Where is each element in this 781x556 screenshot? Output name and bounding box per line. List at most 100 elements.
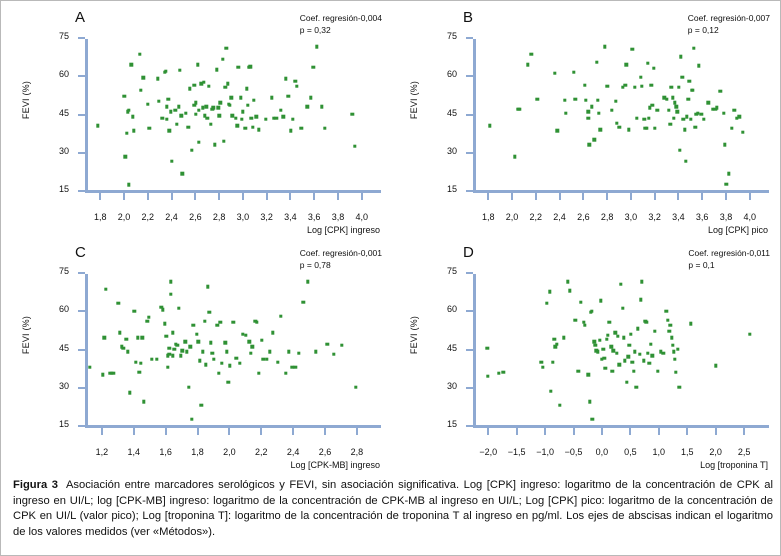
data-point	[602, 356, 607, 360]
data-point	[603, 44, 607, 49]
data-point	[145, 319, 149, 323]
data-point	[224, 46, 229, 50]
data-point	[605, 84, 609, 88]
data-point	[549, 389, 553, 394]
data-point	[193, 112, 198, 116]
data-point	[118, 330, 122, 335]
data-point	[586, 116, 590, 120]
data-point	[564, 111, 568, 115]
y-tick: 30	[447, 146, 473, 156]
x-tick-label: 2,2	[255, 447, 268, 457]
x-tick-label: 3,6	[307, 212, 321, 222]
x-tick-label: 2,0	[505, 212, 519, 222]
data-point	[621, 85, 625, 90]
data-point	[628, 332, 633, 336]
data-point	[684, 159, 688, 164]
data-point	[111, 371, 116, 376]
x-tick: 2,0	[709, 428, 722, 457]
data-point	[228, 364, 232, 368]
panel-a-x-axis-label: Log [CPK] ingreso	[306, 225, 380, 235]
x-tick-label: 2,5	[737, 447, 751, 457]
data-point	[218, 101, 223, 105]
data-point	[200, 106, 205, 110]
data-point	[647, 361, 651, 365]
data-point	[140, 336, 145, 340]
y-tick: 75	[59, 266, 85, 276]
data-point	[166, 365, 170, 369]
data-point	[209, 122, 213, 127]
data-point	[190, 148, 194, 152]
panel-a-annotation: Coef. regresión-0,004 p = 0,32	[300, 13, 382, 36]
y-tick: 60	[447, 69, 473, 79]
y-tick-label: 75	[58, 266, 69, 276]
x-tick-label: −1,5	[507, 447, 526, 457]
data-point	[711, 107, 715, 111]
data-point	[234, 356, 239, 360]
y-tick-label: 30	[446, 145, 457, 156]
panel-b-plot-area: 75 60 45 30 15 1,8 2,0 2,2 2,4 2,6 2,8 3,0 3,2 3,4 3,6…	[447, 31, 769, 222]
data-point	[167, 352, 172, 357]
data-point	[284, 371, 288, 376]
data-point	[714, 364, 718, 368]
data-point	[203, 113, 207, 118]
data-point	[137, 52, 142, 57]
x-tick-label: 2,2	[141, 212, 155, 222]
data-point	[319, 104, 324, 109]
data-point	[221, 57, 225, 62]
y-tick-label: 15	[58, 184, 69, 194]
y-tick: 15	[59, 184, 85, 194]
data-point	[586, 373, 591, 377]
data-point	[573, 318, 578, 322]
panel-b-y-axis-line	[473, 39, 476, 193]
data-point	[662, 95, 667, 100]
data-point	[649, 342, 653, 346]
x-tick: 4,0	[355, 193, 368, 222]
panel-d-y-axis-label: FEVI (%)	[409, 315, 419, 355]
y-tick-label: 75	[446, 266, 457, 276]
panel-b: B Coef. regresión-0,007 p = 0,12 FEVI (%…	[397, 3, 778, 237]
data-point	[706, 101, 711, 105]
data-point	[220, 361, 224, 365]
data-point	[116, 301, 121, 306]
data-point	[535, 97, 539, 101]
data-point	[550, 360, 555, 364]
data-point	[127, 182, 131, 187]
data-point	[685, 115, 689, 119]
data-point	[170, 353, 175, 358]
x-tick: −0,5	[565, 428, 582, 457]
data-point	[196, 339, 200, 344]
y-tick-label: 15	[58, 419, 69, 429]
data-point	[639, 297, 643, 302]
data-point	[632, 85, 637, 90]
data-point	[653, 329, 657, 334]
data-point	[600, 357, 604, 362]
y-tick: 30	[447, 381, 473, 391]
y-tick: 15	[59, 419, 85, 429]
data-point	[617, 362, 621, 367]
data-point	[293, 79, 298, 83]
panel-d-x-axis-label: Log [troponina T]	[700, 460, 768, 470]
data-point	[331, 352, 336, 357]
data-point	[525, 62, 530, 67]
data-point	[88, 365, 92, 369]
data-point	[594, 60, 599, 64]
data-point	[648, 106, 652, 110]
data-point	[562, 336, 566, 340]
data-point	[682, 127, 687, 132]
x-tick: 1,0	[653, 428, 665, 457]
data-point	[287, 350, 291, 354]
data-point	[132, 129, 136, 133]
x-tick: 3,0	[237, 193, 249, 222]
x-tick-label: 1,8	[191, 447, 204, 457]
data-point	[238, 95, 243, 100]
data-point	[656, 369, 660, 373]
y-tick: 15	[447, 184, 473, 194]
x-tick-label: 2,0	[709, 447, 722, 457]
data-point	[126, 350, 130, 354]
y-tick-label: 60	[446, 304, 457, 315]
data-point	[562, 98, 567, 102]
figure-caption-label: Figura 3	[13, 479, 58, 491]
x-tick: 2,8	[213, 193, 225, 222]
data-point	[722, 111, 726, 115]
data-point	[723, 143, 727, 147]
